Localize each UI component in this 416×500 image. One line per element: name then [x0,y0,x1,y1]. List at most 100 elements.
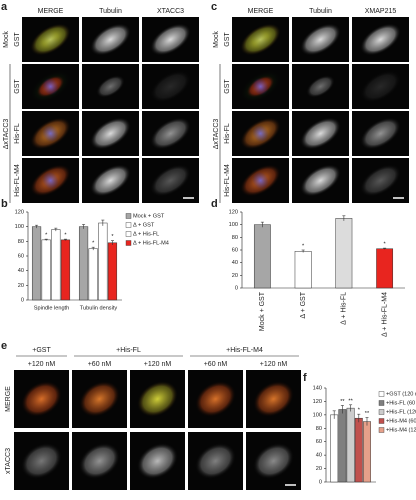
panel-letter: b [1,198,8,210]
micrograph [246,370,301,428]
micrograph [22,64,79,109]
spindle-signal [42,171,59,190]
bar [31,226,42,301]
micrograph [142,64,199,109]
legend-label: Δ + His-FL-M4 [133,240,169,246]
spindle-signal [42,124,59,143]
spindle-signal [20,380,63,418]
bar [363,421,371,483]
y-tick-label: 60 [232,247,238,253]
row-label: GST [14,32,21,47]
micrograph [82,64,139,109]
spindle-signal [252,171,269,190]
bar [98,222,108,301]
spindle-signal [300,117,341,150]
row-label: His-FL-M4 [14,164,21,197]
micrograph [130,432,185,490]
x-tick-label: Δ + GST [300,291,307,318]
micrograph [82,158,139,203]
micrograph [292,64,349,109]
micrograph [72,370,127,428]
significance: * [45,233,48,239]
legend-swatch [125,240,132,246]
significance: * [302,243,305,249]
row-label: His-FL [14,123,21,144]
y-tick-label: 0 [21,297,24,303]
y-tick-label: 80 [316,426,322,432]
y-tick-label: 20 [18,283,24,289]
significance: * [358,408,361,414]
micrograph [22,158,79,203]
micrograph [142,17,199,62]
micrograph [232,111,289,156]
bar [253,224,271,289]
spindle-signal [136,380,179,418]
spindle-signal [300,23,341,56]
legend-label: Δ + GST [133,222,155,228]
panel-letter: e [1,340,7,352]
bar [330,414,339,483]
micrograph [130,370,185,428]
spindle-signal [150,117,191,150]
row-label: xTACC3 [5,448,12,474]
column-header: +GST [32,347,51,354]
column-header: +His-FL-M4 [226,347,263,354]
y-tick-label: 120 [313,399,322,405]
x-tick-label: Mock + GST [259,291,266,331]
legend-swatch [378,409,385,415]
panel-letter: f [303,372,307,384]
legend-swatch [378,400,385,406]
y-tick-label: 100 [229,222,238,228]
concentration-label: +120 nM [260,361,288,368]
spindle-signal [150,70,191,103]
micrograph [352,158,409,203]
column-header: MERGE [248,8,274,15]
column-header: XTACC3 [157,8,184,15]
bar [294,251,312,289]
column-header: MERGE [38,8,64,15]
spindle-signal [194,442,237,480]
bar [335,218,353,289]
x-tick-label: Tubulin density [80,305,118,311]
spindle-signal [90,117,131,150]
row-label: His-FL-M4 [224,164,231,197]
row-label: His-FL [224,123,231,144]
row-label: GST [14,79,21,94]
legend-swatch [125,231,132,237]
legend-label: Δ + His-FL [133,231,159,237]
micrograph [188,432,243,490]
y-tick-label: 20 [232,273,238,279]
legend-swatch [125,213,132,219]
spindle-signal [252,442,295,480]
micrograph [292,158,349,203]
bar [338,409,347,483]
micrograph [142,158,199,203]
spindle-signal [90,23,131,56]
panel-letter: a [1,1,8,13]
legend-label: +His-FL (60 nM) [386,400,416,406]
bar [60,239,71,301]
x-tick-label: Spindle length [34,305,69,311]
spindle-signal [360,70,401,103]
micrograph [142,111,199,156]
micrograph [14,432,69,490]
panel-letter: c [211,1,217,13]
spindle-signal [78,380,121,418]
y-tick-label: 100 [313,412,322,418]
y-tick-label: 60 [316,439,322,445]
column-header: Tubulin [309,8,332,15]
micrograph [82,17,139,62]
spindle-signal [360,23,401,56]
y-tick-label: 20 [316,466,322,472]
micrograph [14,370,69,428]
y-tick-label: 120 [229,209,238,215]
significance: ** [365,411,370,417]
y-tick-label: 120 [15,209,24,215]
x-tick-label: Δ + His-FL-M4 [381,292,388,337]
legend-label: +His-M4 (60 nM) [386,418,416,424]
micrograph [22,17,79,62]
micrograph [352,64,409,109]
legend-swatch [378,391,385,397]
spindle-signal [42,30,59,49]
bar [346,407,355,483]
